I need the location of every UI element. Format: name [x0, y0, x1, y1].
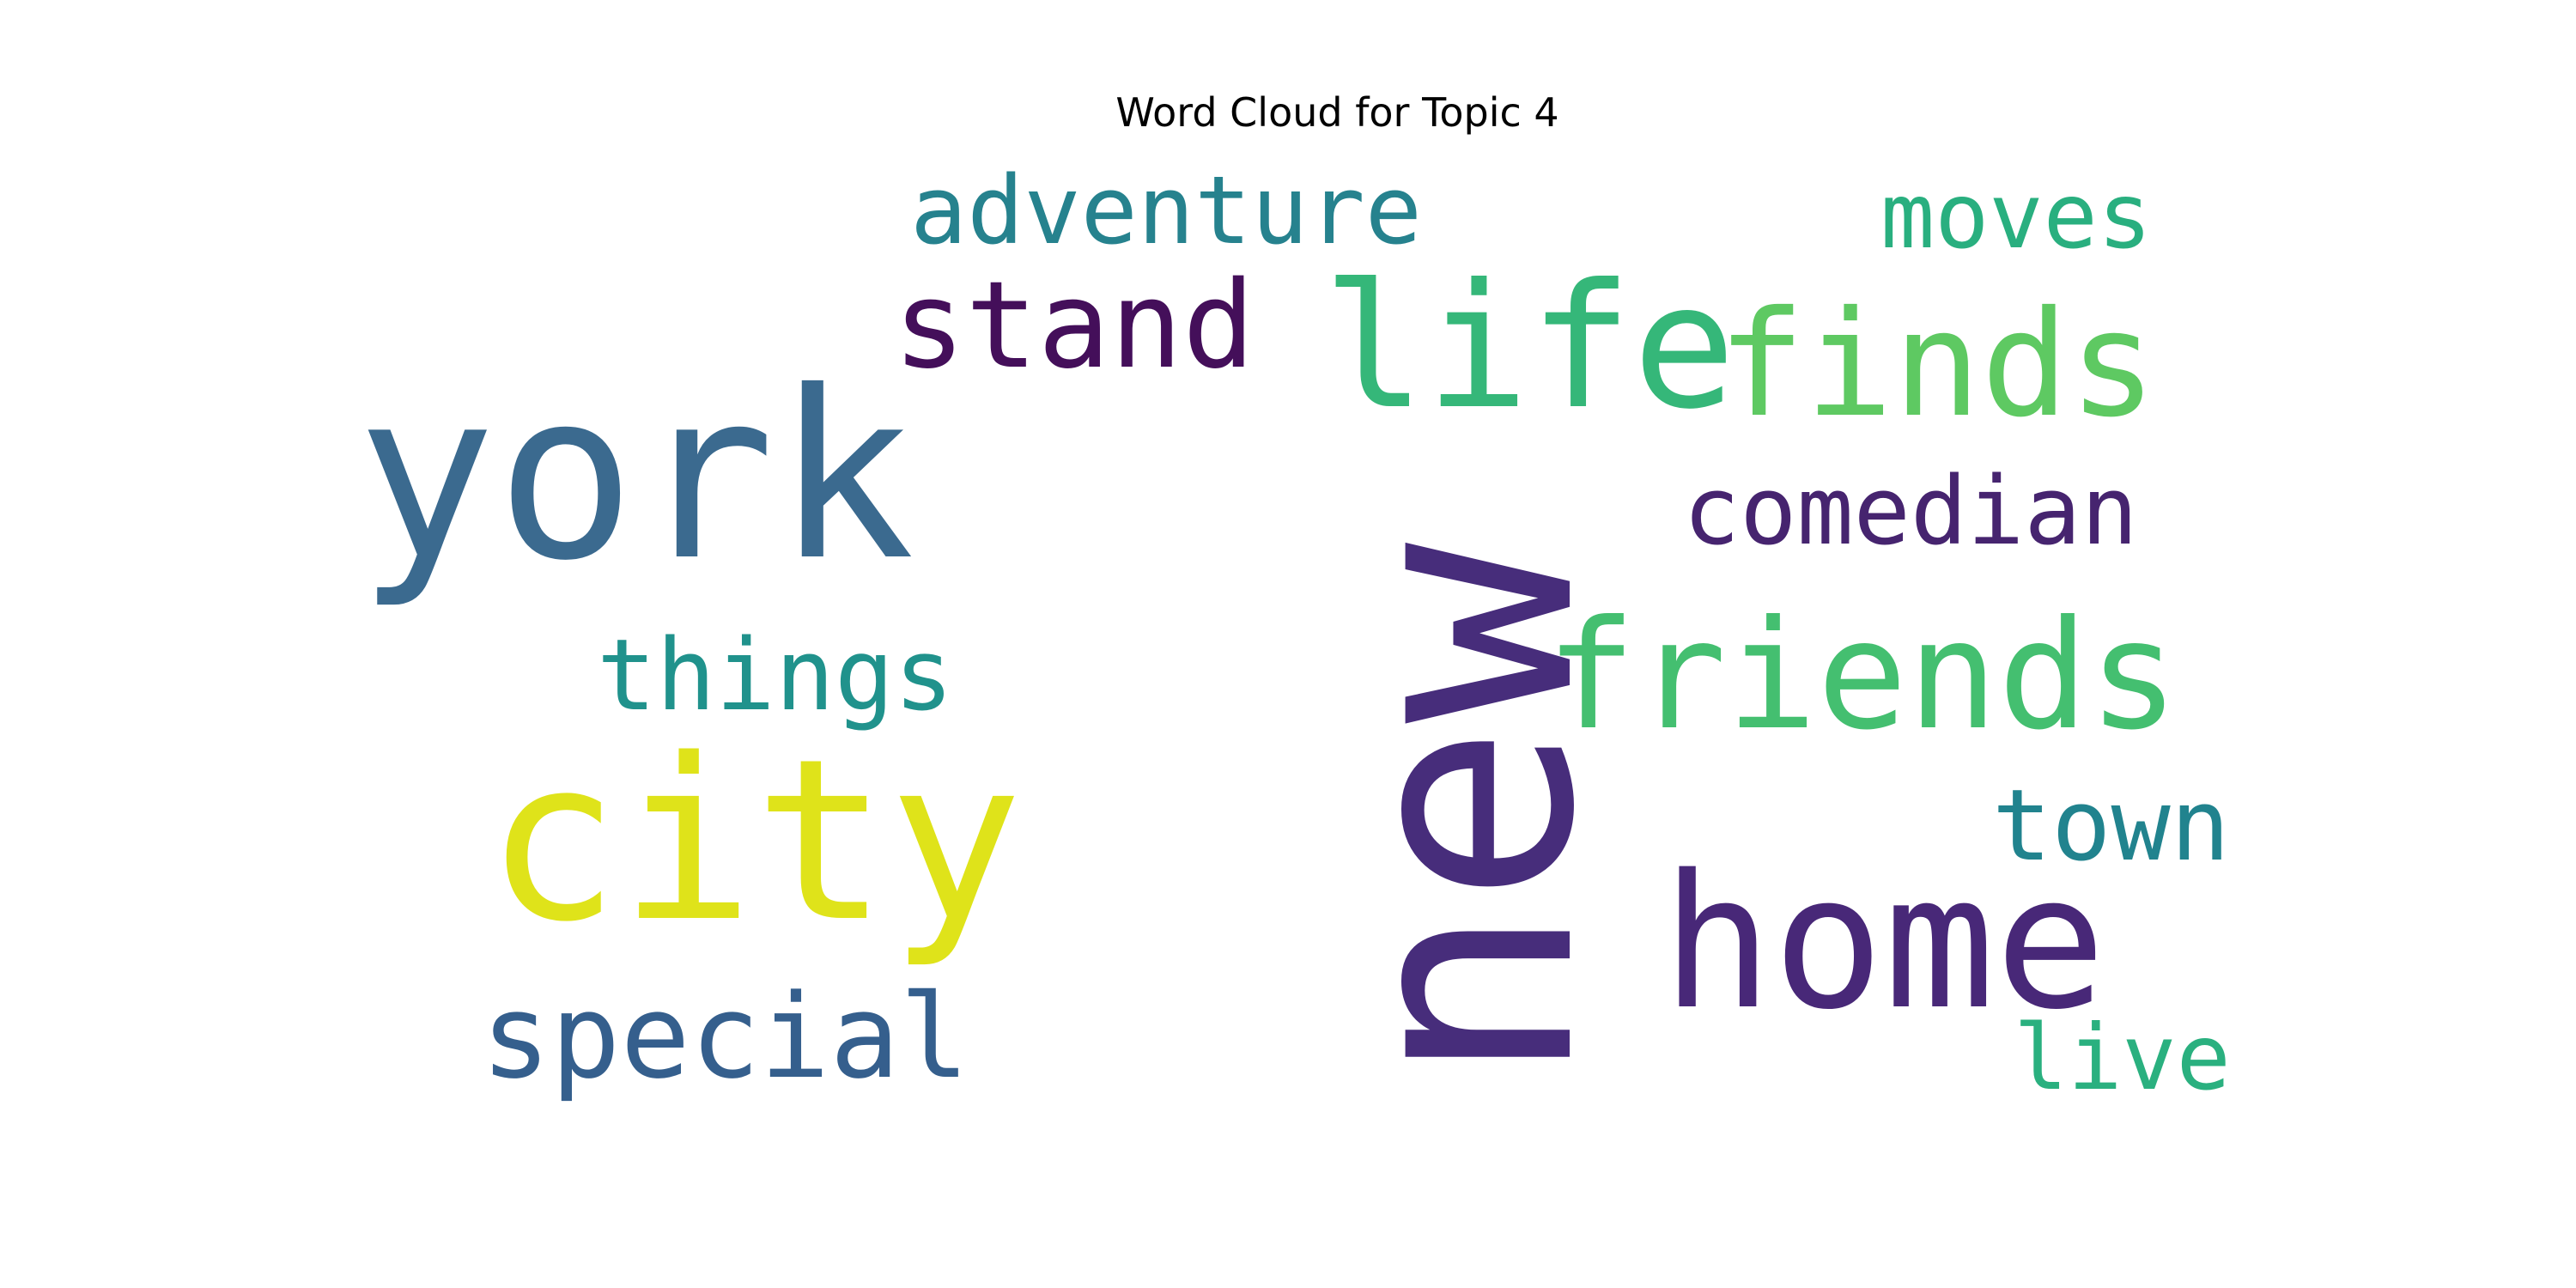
word-home: home	[1662, 835, 2106, 1050]
word-comedian: comedian	[1683, 456, 2138, 566]
word-moves: moves	[1880, 164, 2153, 269]
chart-title: Word Cloud for Topic 4	[1115, 89, 1559, 136]
word-life: life	[1322, 247, 1736, 447]
word-stand: stand	[893, 256, 1255, 396]
word-friends: friends	[1546, 589, 2179, 763]
word-special: special	[481, 969, 969, 1104]
word-adventure: adventure	[910, 155, 1423, 265]
word-live: live	[2014, 1005, 2231, 1110]
word-things: things	[597, 618, 954, 733]
word-finds: finds	[1717, 280, 2157, 450]
word-town: town	[1992, 769, 2230, 884]
word-city: city	[485, 712, 1024, 971]
word-york: york	[356, 341, 915, 611]
